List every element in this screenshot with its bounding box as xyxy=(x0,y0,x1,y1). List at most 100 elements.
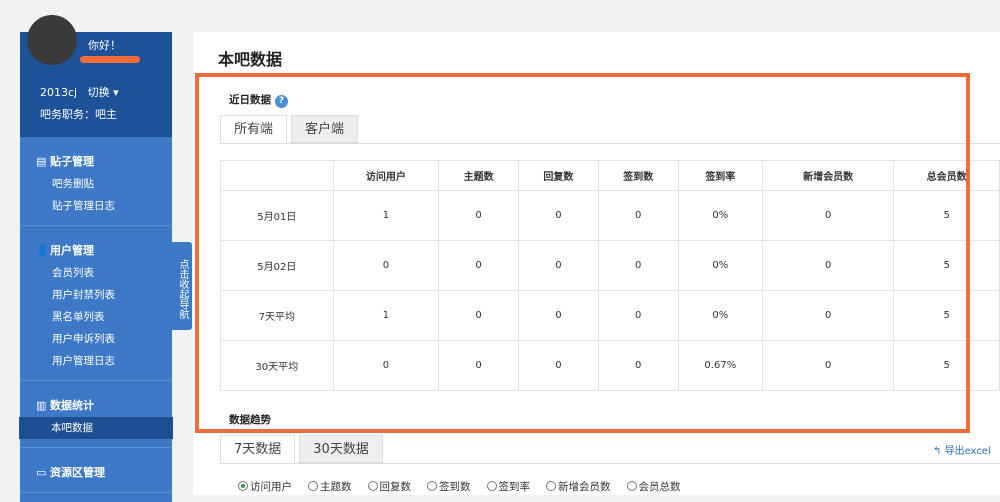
role-label: 吧务职务：吧主 xyxy=(40,108,117,121)
sidebar-item[interactable]: 用户管理日志 xyxy=(52,355,115,367)
table-cell: 0 xyxy=(332,340,440,391)
export-excel-link[interactable]: ↰ 导出excel xyxy=(933,442,991,457)
forum-switcher[interactable]: 2013cj 切换 ▾ xyxy=(40,84,119,100)
radio-label: 主题数 xyxy=(320,481,352,493)
table-cell: 0 xyxy=(762,290,895,341)
trend-tabs: 7天数据 30天数据 xyxy=(220,435,387,463)
sidebar-item[interactable]: 会员列表 xyxy=(52,267,94,279)
radio-icon[interactable] xyxy=(427,481,437,491)
table-cell: 0 xyxy=(517,340,599,391)
nav-group-label: 数据统计 xyxy=(50,399,94,412)
nav-group-title[interactable]: ▭ 资源区管理 xyxy=(20,462,172,484)
table-cell: 0 xyxy=(597,190,679,241)
table-cell: 0 xyxy=(438,340,519,391)
nav-group-label: 用户管理 xyxy=(50,244,94,257)
avatar[interactable] xyxy=(27,15,77,65)
user-icon: 👤 xyxy=(36,244,50,257)
column-header xyxy=(220,160,334,191)
recent-data-title: 近日数据 xyxy=(229,94,271,106)
nav-group: ▥ 数据统计 本吧数据 xyxy=(19,381,173,448)
table-cell: 0 xyxy=(438,240,519,291)
nav-group: ▤ 贴子管理吧务删贴贴子管理日志 xyxy=(20,137,172,226)
help-icon[interactable]: ? xyxy=(275,95,288,108)
table-cell: 1 xyxy=(332,190,440,241)
metric-radio-group: 访问用户 主题数 回复数 签到数 签到率 新增会员数 会员总数 xyxy=(238,479,681,494)
divider xyxy=(220,143,1000,144)
sidebar-item[interactable]: 贴子管理日志 xyxy=(52,200,115,212)
table-cell: 0 xyxy=(438,290,519,341)
nav-group-title[interactable]: 👤用户管理 xyxy=(20,240,172,262)
metric-radio[interactable]: 回复数 xyxy=(367,479,411,494)
export-icon: ↰ xyxy=(933,446,942,457)
table-row: 5月01日 1 0 0 0 0% 0 5 xyxy=(220,190,1000,241)
table-row: 30天平均 0 0 0 0 0.67% 0 5 xyxy=(220,340,1000,391)
switch-button[interactable]: 切换 ▾ xyxy=(87,86,119,99)
radio-label: 签到率 xyxy=(498,481,531,493)
radio-label: 新增会员数 xyxy=(558,481,611,493)
greeting: 你好！ xyxy=(88,39,121,52)
table-cell: 0% xyxy=(677,240,764,291)
table-cell: 0 xyxy=(332,240,440,291)
sidebar-item[interactable]: 用户封禁列表 xyxy=(52,289,115,301)
radio-icon[interactable] xyxy=(626,481,637,491)
table-cell: 30天平均 xyxy=(220,340,334,391)
table-cell: 0 xyxy=(762,340,895,391)
document-icon: ▤ xyxy=(36,155,47,168)
metric-radio[interactable]: 主题数 xyxy=(308,479,352,494)
table-cell: 0 xyxy=(597,290,679,341)
recent-data-heading: 近日数据? xyxy=(229,92,288,108)
metric-radio[interactable]: 会员总数 xyxy=(626,479,681,494)
radio-label: 会员总数 xyxy=(638,481,681,493)
table-row: 7天平均 1 0 0 0 0% 0 5 xyxy=(220,290,1000,341)
column-header: 访问用户 xyxy=(332,160,440,191)
table-cell: 0 xyxy=(762,240,895,291)
tab-30days[interactable]: 30天数据 xyxy=(299,435,383,463)
table-cell: 5月02日 xyxy=(220,240,334,291)
radio-label: 签到数 xyxy=(439,481,471,493)
nav-group: 👤用户管理会员列表用户封禁列表 黑名单列表用户申诉列表 用户管理日志 xyxy=(20,226,172,381)
table-cell: 0 xyxy=(517,290,599,341)
nav-group-label: 贴子管理 xyxy=(50,155,94,168)
sidebar-item[interactable]: 用户申诉列表 xyxy=(52,333,115,345)
table-cell: 5 xyxy=(893,190,1000,241)
forum-name: 2013cj xyxy=(40,86,78,99)
radio-icon[interactable] xyxy=(238,481,248,491)
table-cell: 0.67% xyxy=(677,340,764,391)
table-cell: 5 xyxy=(893,340,1000,391)
radio-icon[interactable] xyxy=(308,481,318,491)
main-content: 本吧数据 近日数据? 所有端 客户端 访问用户 主题数 回复数 签到数 签到率 新增会员数… xyxy=(193,32,1000,495)
table-cell: 5 xyxy=(893,240,1000,291)
tab-client[interactable]: 客户端 xyxy=(291,115,359,143)
table-cell: 0 xyxy=(762,190,895,241)
nav-group-title[interactable]: ▤ 贴子管理 xyxy=(20,151,172,173)
stats-table: 访问用户 主题数 回复数 签到数 签到率 新增会员数 总会员数 5月01日 1 0 0 0 0% 0 5 5月… xyxy=(220,160,1000,391)
table-cell: 0 xyxy=(517,240,599,291)
trend-heading: 数据趋势 xyxy=(229,414,271,426)
metric-radio[interactable]: 新增会员数 xyxy=(546,479,611,494)
metric-radio[interactable]: 签到数 xyxy=(427,479,471,494)
radio-icon[interactable] xyxy=(367,481,378,491)
sidebar-item[interactable]: 黑名单列表 xyxy=(52,311,105,323)
collapse-nav-button[interactable]: 点击收起导航 xyxy=(172,242,192,330)
radio-icon[interactable] xyxy=(546,481,556,491)
nav-group-title[interactable]: ▥ 数据统计 xyxy=(20,395,172,417)
sidebar-item[interactable]: 本吧数据 xyxy=(19,417,173,439)
metric-radio[interactable]: 签到率 xyxy=(486,479,531,494)
column-header: 主题数 xyxy=(438,160,519,191)
metric-radio[interactable]: 访问用户 xyxy=(238,479,292,494)
sidebar-item[interactable]: 吧务删贴 xyxy=(52,178,94,190)
folder-icon: ▭ xyxy=(36,466,47,479)
table-row: 5月02日 0 0 0 0 0% 0 5 xyxy=(220,240,1000,291)
column-header: 新增会员数 xyxy=(762,160,895,191)
tab-7days[interactable]: 7天数据 xyxy=(220,435,296,463)
radio-icon[interactable] xyxy=(486,481,497,491)
column-header: 签到率 xyxy=(677,160,764,191)
page-title: 本吧数据 xyxy=(218,50,283,69)
export-label: 导出excel xyxy=(944,446,991,457)
column-header: 签到数 xyxy=(597,160,679,191)
table-cell: 0% xyxy=(677,290,764,341)
table-cell: 1 xyxy=(332,290,440,341)
tab-all[interactable]: 所有端 xyxy=(220,115,288,143)
bar-chart-icon: ▥ xyxy=(36,399,47,412)
nav-group: ▭ 资源区管理 xyxy=(20,448,172,493)
